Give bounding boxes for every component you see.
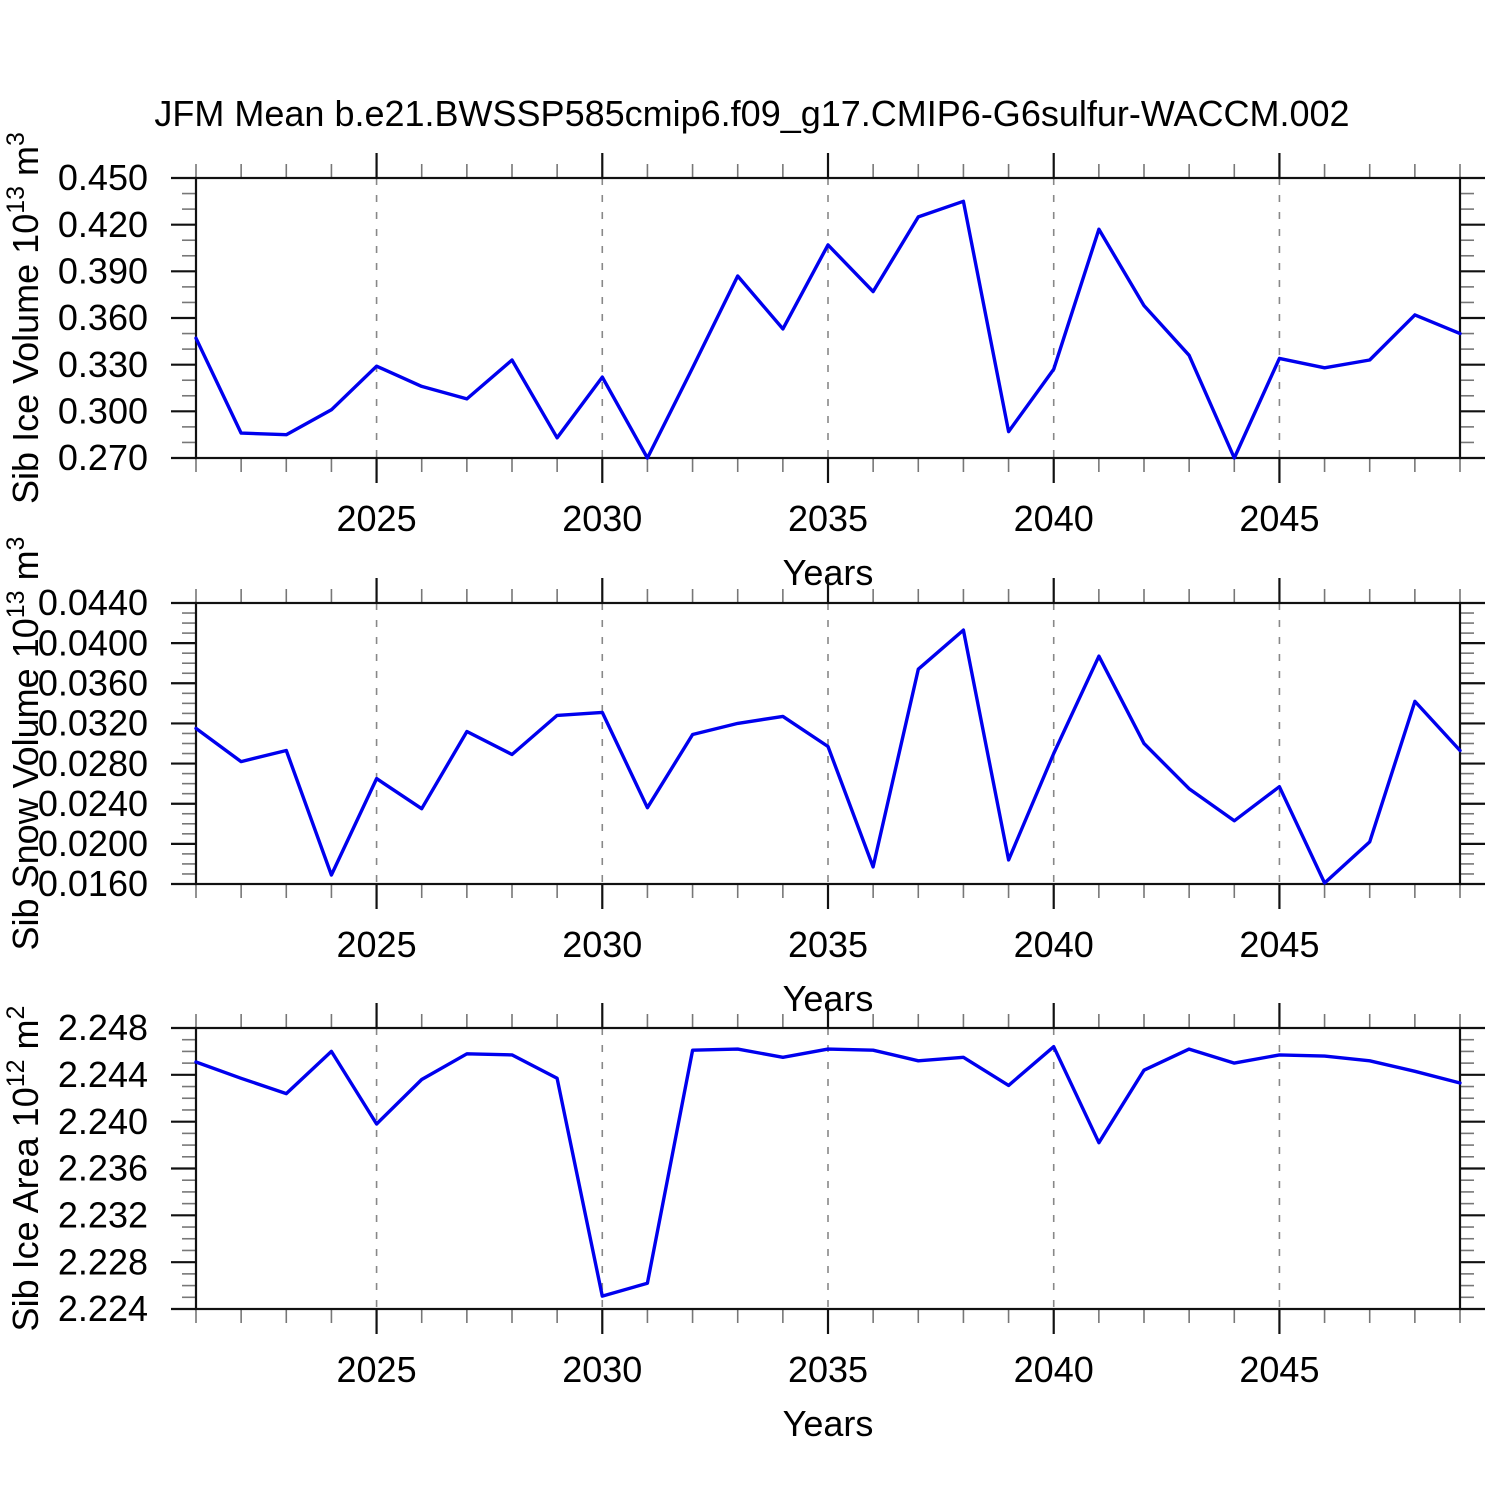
- x-gridlines: [375, 178, 1281, 458]
- y-ticks: [171, 1026, 1485, 1311]
- y-tick-label: 0.390: [58, 251, 148, 292]
- y-tick-label: 0.300: [58, 391, 148, 432]
- y-tick-label: 2.224: [58, 1288, 148, 1329]
- y-tick-label: 0.450: [58, 157, 148, 198]
- y-ticks: [171, 601, 1485, 886]
- y-tick-label: 0.0200: [38, 823, 148, 864]
- y-tick-label: 2.232: [58, 1195, 148, 1236]
- y-axis-title: Sib Ice Volume 1013 m3: [2, 132, 46, 504]
- x-tick-label: 2045: [1239, 924, 1319, 965]
- y-tick-label: 0.0320: [38, 703, 148, 744]
- x-tick-label: 2035: [788, 1349, 868, 1390]
- y-axis-title: Sib Snow Volume 1013 m3: [2, 537, 46, 951]
- y-tick-label: 0.360: [58, 297, 148, 338]
- x-gridlines: [375, 603, 1281, 884]
- y-tick-label: 0.0440: [38, 582, 148, 623]
- y-tick-labels: 0.270 0.300 0.330 0.360 0.390 0.420 0.450: [58, 157, 148, 478]
- y-tick-labels: 2.224 2.228 2.232 2.236 2.240 2.244 2.248: [58, 1007, 148, 1329]
- y-tick-label: 2.228: [58, 1241, 148, 1282]
- x-tick-label: 2040: [1014, 1349, 1094, 1390]
- panel-sib-snow-volume: 0.01600.02000.02400.02800.03200.03600.04…: [2, 537, 1485, 1019]
- y-axis-title: Sib Ice Area 1012 m2: [2, 1006, 46, 1332]
- chart-title: JFM Mean b.e21.BWSSP585cmip6.f09_g17.CMI…: [154, 93, 1349, 134]
- y-tick-label: 0.0160: [38, 863, 148, 904]
- x-tick-labels: 2025 2030 2035 2040 2045: [337, 498, 1320, 539]
- plot-frame: [194, 601, 1462, 886]
- y-tick-label: 2.236: [58, 1148, 148, 1189]
- y-tick-label: 0.0400: [38, 622, 148, 663]
- x-tick-label: 2025: [337, 924, 417, 965]
- y-tick-label: 2.244: [58, 1054, 148, 1095]
- plot-frame: [194, 1026, 1462, 1311]
- x-ticks: [195, 1003, 1461, 1334]
- y-tick-label: 0.270: [58, 437, 148, 478]
- x-tick-label: 2035: [788, 498, 868, 539]
- x-tick-label: 2045: [1239, 1349, 1319, 1390]
- x-tick-label: 2025: [337, 1349, 417, 1390]
- x-tick-label: 2045: [1239, 498, 1319, 539]
- x-tick-label: 2030: [562, 1349, 642, 1390]
- series-line-sib-snow-volume: [194, 628, 1462, 885]
- y-tick-label: 2.248: [58, 1007, 148, 1048]
- y-ticks: [171, 176, 1485, 460]
- x-tick-label: 2035: [788, 924, 868, 965]
- x-tick-labels: 2025 2030 2035 2040 2045: [337, 1349, 1320, 1390]
- plot-frame: [194, 176, 1462, 460]
- x-axis-title: Years: [783, 1403, 874, 1444]
- x-tick-label: 2030: [562, 924, 642, 965]
- x-ticks: [195, 578, 1461, 909]
- series-line-sib-ice-volume: [194, 199, 1462, 460]
- series-line-sib-ice-area: [194, 1044, 1462, 1298]
- y-tick-label: 0.420: [58, 204, 148, 245]
- y-tick-labels: 0.01600.02000.02400.02800.03200.03600.04…: [38, 582, 148, 904]
- y-tick-label: 0.0240: [38, 783, 148, 824]
- x-tick-label: 2030: [562, 498, 642, 539]
- x-gridlines: [375, 1028, 1281, 1309]
- y-tick-label: 0.330: [58, 344, 148, 385]
- x-tick-label: 2025: [337, 498, 417, 539]
- x-tick-labels: 2025 2030 2035 2040 2045: [337, 924, 1320, 965]
- x-tick-label: 2040: [1014, 498, 1094, 539]
- y-tick-label: 0.0360: [38, 663, 148, 704]
- y-tick-label: 0.0280: [38, 743, 148, 784]
- x-tick-label: 2040: [1014, 924, 1094, 965]
- y-tick-label: 2.240: [58, 1101, 148, 1142]
- x-ticks: [195, 153, 1461, 483]
